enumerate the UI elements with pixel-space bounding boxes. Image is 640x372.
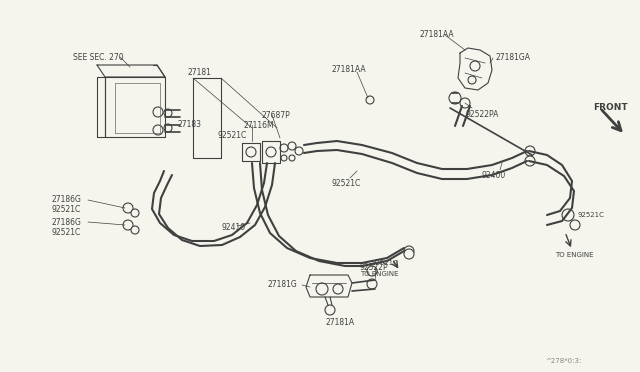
- Text: TO ENGINE: TO ENGINE: [555, 252, 593, 258]
- Text: 92521C: 92521C: [372, 260, 399, 266]
- Text: TO ENGINE: TO ENGINE: [360, 271, 399, 277]
- Text: 92521C: 92521C: [52, 205, 81, 214]
- Text: 92522P: 92522P: [360, 263, 388, 272]
- Circle shape: [525, 156, 535, 166]
- Text: 92521C: 92521C: [52, 228, 81, 237]
- Text: ^278*0:3:: ^278*0:3:: [545, 358, 581, 364]
- Text: 92400: 92400: [482, 171, 506, 180]
- Circle shape: [333, 284, 343, 294]
- Text: 92521C: 92521C: [332, 179, 361, 188]
- Circle shape: [404, 246, 414, 256]
- Text: 27186G: 27186G: [52, 195, 82, 204]
- Text: SEE SEC. 270: SEE SEC. 270: [73, 53, 124, 62]
- Circle shape: [449, 92, 461, 104]
- Circle shape: [295, 147, 303, 155]
- Circle shape: [153, 107, 163, 117]
- Circle shape: [123, 203, 133, 213]
- Circle shape: [367, 266, 377, 276]
- Text: 27181: 27181: [188, 68, 212, 77]
- Circle shape: [153, 125, 163, 135]
- Circle shape: [316, 283, 328, 295]
- Circle shape: [460, 98, 470, 108]
- Circle shape: [164, 124, 172, 132]
- Circle shape: [366, 96, 374, 104]
- Circle shape: [404, 249, 414, 259]
- Circle shape: [246, 147, 256, 157]
- Text: 27687P: 27687P: [262, 111, 291, 120]
- Text: 27183: 27183: [178, 120, 202, 129]
- Text: 27186G: 27186G: [52, 218, 82, 227]
- Circle shape: [525, 146, 535, 156]
- Circle shape: [266, 147, 276, 157]
- Circle shape: [123, 220, 133, 230]
- Circle shape: [570, 220, 580, 230]
- Circle shape: [131, 226, 139, 234]
- Circle shape: [367, 279, 377, 289]
- Text: 27181A: 27181A: [325, 318, 354, 327]
- Circle shape: [468, 76, 476, 84]
- Text: 27181AA: 27181AA: [332, 65, 367, 74]
- Circle shape: [288, 142, 296, 150]
- Circle shape: [325, 305, 335, 315]
- Circle shape: [281, 155, 287, 161]
- Circle shape: [289, 155, 295, 161]
- Circle shape: [131, 209, 139, 217]
- Circle shape: [470, 61, 480, 71]
- Circle shape: [562, 209, 574, 221]
- Text: 92521C: 92521C: [578, 212, 605, 218]
- Text: 92410: 92410: [222, 223, 246, 232]
- Text: FRONT: FRONT: [593, 103, 628, 112]
- Text: 92522PA: 92522PA: [465, 110, 499, 119]
- Text: 92521C: 92521C: [217, 131, 246, 140]
- Text: 27181AA: 27181AA: [420, 30, 454, 39]
- Text: 27181G: 27181G: [268, 280, 298, 289]
- Circle shape: [164, 109, 172, 117]
- Circle shape: [280, 144, 288, 152]
- Text: 27181GA: 27181GA: [495, 53, 530, 62]
- Text: 27116M: 27116M: [244, 121, 275, 130]
